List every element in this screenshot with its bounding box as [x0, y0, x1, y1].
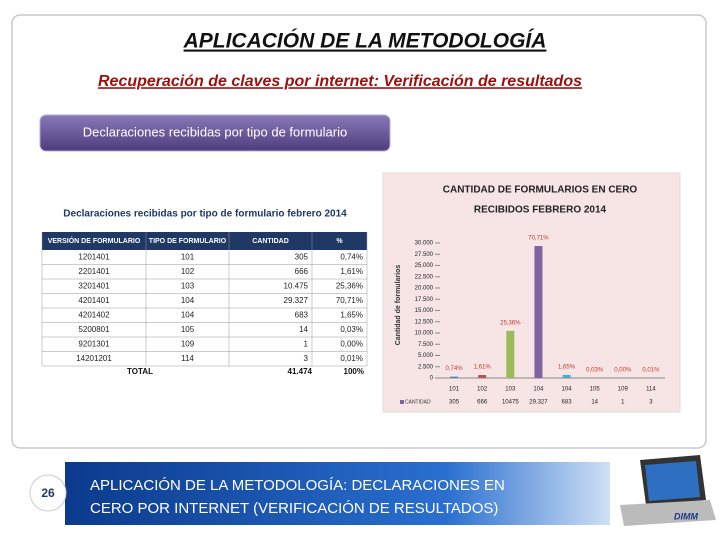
x-tick-label: 109: [618, 387, 629, 393]
y-tick-label: 7.500: [418, 342, 434, 348]
cell: 666: [295, 267, 309, 276]
subtitle: Recuperación de claves por internet: Ver…: [98, 73, 582, 90]
cell: 10.475: [284, 281, 309, 290]
y-tick-label: 5.000: [418, 353, 434, 359]
x-tick-label: 101: [449, 387, 460, 393]
footer-text: APLICACIÓN DE LA METODOLOGÍA: DECLARACIO…: [90, 477, 505, 494]
cell: 109: [181, 339, 195, 348]
bar: [478, 375, 486, 378]
cell: 1201401: [78, 252, 110, 261]
cell: 0,01%: [340, 354, 363, 363]
title: APLICACIÓN DE LA METODOLOGÍA: [183, 29, 547, 53]
cell: 14201201: [76, 354, 112, 363]
x-tick-label: 105: [590, 387, 601, 393]
cell: 101: [181, 252, 195, 261]
column-header: TIPO DE FORMULARIO: [149, 238, 227, 245]
annotation: 25,36%: [500, 320, 521, 326]
y-tick-label: 30.000: [415, 241, 434, 247]
cell: 5200801: [78, 325, 110, 334]
x-tick-label: 104: [533, 387, 544, 393]
cell: 1,61%: [340, 267, 363, 276]
cell: 3: [304, 354, 309, 363]
y-tick-label: 10.000: [415, 331, 434, 337]
legend-swatch: [400, 400, 404, 404]
cell: 102: [181, 267, 195, 276]
x-tick-label: 104: [562, 387, 573, 393]
bar: [506, 331, 514, 378]
cell: 3201401: [78, 281, 110, 290]
cell: 103: [181, 281, 195, 290]
cell: 683: [295, 310, 309, 319]
annotation: 70,71%: [528, 236, 549, 242]
data-table-value: 666: [477, 400, 488, 406]
data-table-value: 14: [591, 400, 598, 406]
data-table-value: 10475: [502, 400, 519, 406]
annotation: 1,65%: [558, 365, 576, 371]
table-title: Declaraciones recibidas por tipo de form…: [63, 209, 347, 220]
y-axis-label: Cantidad de formularios: [395, 265, 402, 346]
cell: 105: [181, 325, 195, 334]
data-table-value: 683: [562, 400, 573, 406]
x-tick-label: 114: [646, 387, 656, 393]
y-tick-label: 2.500: [418, 364, 434, 370]
cell: 2201401: [78, 267, 110, 276]
legend-label: CANTIDAD: [405, 399, 431, 405]
y-tick-label: 25.000: [415, 263, 434, 269]
y-tick-label: 17.500: [415, 297, 434, 303]
page-number: 26: [41, 486, 55, 500]
cell: 114: [181, 354, 194, 363]
total-cell: 41.474: [288, 367, 313, 376]
laptop-logo: DIMM: [620, 455, 716, 526]
footer-text: CERO POR INTERNET (VERIFICACIÓN DE RESUL…: [90, 500, 498, 517]
bar: [534, 246, 542, 378]
annotation: 0,03%: [586, 368, 604, 374]
cell: 29.327: [284, 296, 309, 305]
cell: 1,65%: [340, 310, 363, 319]
column-header: %: [336, 238, 343, 245]
y-tick-label: 22.500: [415, 274, 434, 280]
x-tick-label: 102: [477, 387, 488, 393]
cell: 4201402: [78, 310, 110, 319]
cell: 14: [299, 325, 308, 334]
y-tick-label: 15.000: [415, 308, 434, 314]
annotation: 0,00%: [614, 368, 632, 374]
cell: 4201401: [78, 296, 110, 305]
cell: 1: [304, 339, 309, 348]
data-table-value: 305: [449, 400, 460, 406]
y-tick-label: 12.500: [415, 319, 434, 325]
chart-title: RECIBIDOS FEBRERO 2014: [474, 205, 607, 216]
total-cell: TOTAL: [127, 367, 153, 376]
cell: 104: [181, 296, 195, 305]
y-tick-label: 27.500: [415, 252, 434, 258]
cell: 104: [181, 310, 195, 319]
column-header: VERSIÓN DE FORMULARIO: [48, 236, 141, 245]
x-tick-label: 103: [505, 387, 516, 393]
column-header: CANTIDAD: [252, 238, 289, 245]
annotation: 0,01%: [642, 368, 660, 374]
y-tick-label: 20.000: [415, 286, 434, 292]
bar: [563, 375, 571, 378]
cell: 0,74%: [340, 252, 363, 261]
total-cell: 100%: [344, 367, 364, 376]
annotation: 0,74%: [446, 366, 464, 372]
cell: 70,71%: [336, 296, 363, 305]
cell: 25,36%: [336, 281, 363, 290]
cell: 305: [295, 252, 309, 261]
cell: 9201301: [78, 339, 110, 348]
bar: [450, 377, 458, 378]
button-label[interactable]: Declaraciones recibidas por tipo de form…: [83, 124, 347, 139]
logo-text: DIMM: [674, 511, 698, 521]
annotation: 1,61%: [474, 365, 492, 371]
chart-title: CANTIDAD DE FORMULARIOS EN CERO: [443, 185, 638, 196]
data-table-value: 29.327: [529, 400, 548, 406]
cell: 0,00%: [340, 339, 363, 348]
cell: 0,03%: [340, 325, 363, 334]
